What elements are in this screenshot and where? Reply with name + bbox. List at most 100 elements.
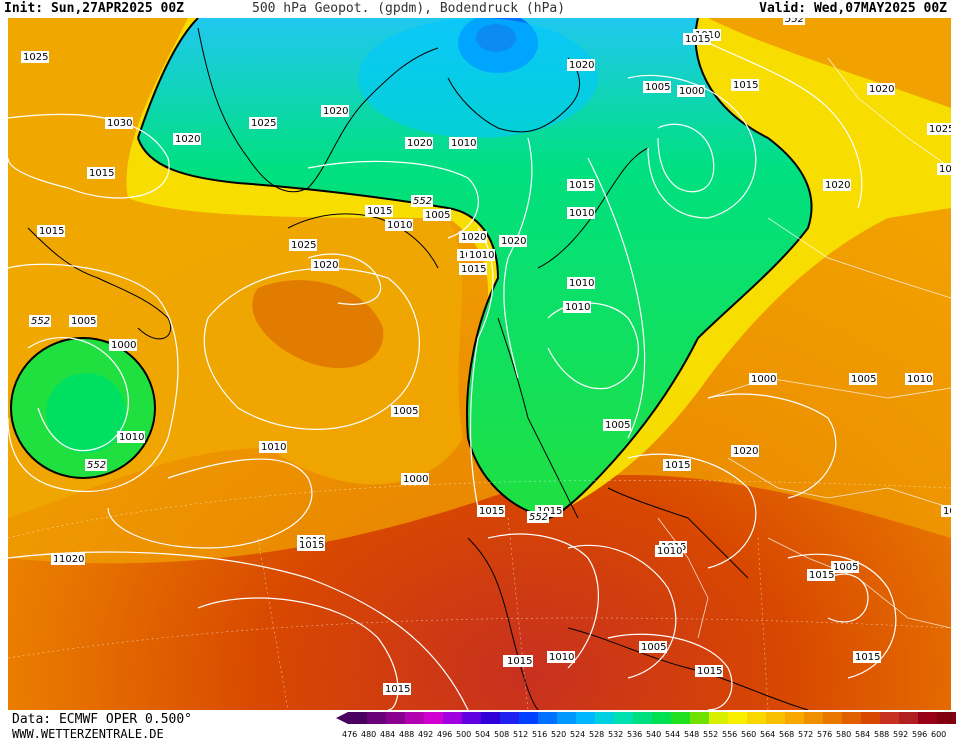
isobar-label-text: 1010	[565, 302, 590, 313]
scale-swatch	[842, 712, 861, 724]
isobar-label: 1030	[105, 117, 133, 129]
isobar-label-text: 1015	[809, 570, 834, 581]
isobar-label: 1010	[563, 301, 591, 313]
isobar-label: 1015	[695, 665, 723, 677]
isobar-label: 1015	[37, 225, 65, 237]
isobar-label: 1015	[731, 79, 759, 91]
isobar-label: 1020	[173, 133, 201, 145]
field-ridge-core	[252, 280, 384, 368]
scale-swatch	[386, 712, 405, 724]
isobar-label: 1020	[823, 179, 851, 191]
isobar-label-text: 1010	[907, 374, 932, 385]
scale-level-label: 496	[437, 730, 452, 739]
isobar-labels: 1025103010201015102510201020101010151005…	[21, 29, 951, 695]
isobar-label: 1025	[21, 51, 49, 63]
isobar-label: 1010	[905, 373, 933, 385]
isobar-label: 1005	[639, 641, 667, 653]
isobar-label: 1010	[567, 207, 595, 219]
scale-level-label: 500	[456, 730, 471, 739]
isobar-label: 1020	[867, 83, 895, 95]
isobar-label: 1025	[289, 239, 317, 251]
weather-map: 1025103010201015102510201020101010151005…	[8, 18, 951, 710]
scale-level-label: 488	[399, 730, 414, 739]
isobar-label-text: 1015	[733, 80, 758, 91]
isobar-label-text: 1000	[111, 340, 136, 351]
isobar-label-text: 1020	[59, 554, 84, 565]
scale-level-label: 556	[722, 730, 737, 739]
isobar-label: 1005	[603, 419, 631, 431]
isobar-label-text: 1015	[461, 264, 486, 275]
isobar-label-text: 1005	[425, 210, 450, 221]
scale-level-label: 588	[874, 730, 889, 739]
isobar-label: 1015	[807, 569, 835, 581]
isobar-label: 1015	[297, 539, 325, 551]
isobar-label: 1005	[849, 373, 877, 385]
isobar-label-text: 1005	[851, 374, 876, 385]
scale-swatch	[538, 712, 557, 724]
isobar-label-text: 1005	[833, 562, 858, 573]
map-title: 500 hPa Geopot. (gpdm), Bodendruck (hPa)	[252, 1, 566, 16]
isobar-label: 1025	[249, 117, 277, 129]
scale-swatch	[671, 712, 690, 724]
scale-swatch	[633, 712, 652, 724]
isobar-label-text: 1015	[537, 506, 562, 517]
scale-swatch	[880, 712, 899, 724]
scale-level-label: 560	[741, 730, 756, 739]
scale-level-label: 584	[855, 730, 870, 739]
isobar-label-text: 1015	[855, 652, 880, 663]
isobar-label-text: 1010	[469, 250, 494, 261]
isobar-label-text: 1000	[679, 86, 704, 97]
scale-level-label: 548	[684, 730, 699, 739]
scale-level-label: 528	[589, 730, 604, 739]
isobar-label: 1020	[311, 259, 339, 271]
graticule	[8, 480, 951, 710]
scale-swatch	[899, 712, 918, 724]
scale-swatch	[595, 712, 614, 724]
isobar-label: 1010	[937, 163, 951, 175]
isobar-label-text: 1010	[387, 220, 412, 231]
isobar-label: 1010	[117, 431, 145, 443]
isobar-label: 1015	[365, 205, 393, 217]
scale-level-label: 568	[779, 730, 794, 739]
isobar-label-text: 1020	[313, 260, 338, 271]
scale-level-label: 476	[342, 730, 357, 739]
isobar-label-text: 1015	[943, 506, 951, 517]
scale-level-label: 552	[703, 730, 718, 739]
upper-low-ring	[358, 18, 598, 138]
scale-level-label: 580	[836, 730, 851, 739]
scale-swatch	[747, 712, 766, 724]
coastlines	[27, 27, 809, 710]
isobar-label: 1005	[831, 561, 859, 573]
scale-swatch	[481, 712, 500, 724]
scale-level-label: 564	[760, 730, 775, 739]
scale-swatch	[519, 712, 538, 724]
isobar-label: 1005	[643, 81, 671, 93]
isobar-label-text: 1010	[569, 278, 594, 289]
scale-level-label: 536	[627, 730, 642, 739]
isobar-label: 1020	[499, 235, 527, 247]
isobar-label: 1020	[57, 553, 85, 565]
scale-swatch	[823, 712, 842, 724]
isobar-label-text: 1020	[461, 232, 486, 243]
isobar-label-text: 1020	[825, 180, 850, 191]
isobar-label-text: 1000	[403, 474, 428, 485]
contour-label: 552	[785, 18, 804, 25]
isobar-label-text: 1015	[89, 168, 114, 179]
isobar-label-text: 1030	[107, 118, 132, 129]
isobar-label-text: 1015	[39, 226, 64, 237]
scale-level-label: 480	[361, 730, 376, 739]
color-scale-legend: 476 480 484 488 492 496 500 504 508 512 516 520 524 5…	[336, 712, 956, 739]
isobar-label-text: 1015	[697, 666, 722, 677]
isobar-label-text: 1015	[385, 684, 410, 695]
isobar-label: 1015	[683, 33, 711, 45]
isobar-label: 1005	[69, 315, 97, 327]
isobar-label: 1015	[383, 683, 411, 695]
isobar-label-text: 1020	[869, 84, 894, 95]
scale-level-label: 544	[665, 730, 680, 739]
scale-swatch	[367, 712, 386, 724]
data-source: Data: ECMWF OPER 0.500°	[12, 712, 193, 727]
isobar-label-text: 1010	[657, 546, 682, 557]
scale-level-label: 576	[817, 730, 832, 739]
isobar-label-text: 1020	[175, 134, 200, 145]
contour-552-atlantic	[10, 337, 156, 479]
